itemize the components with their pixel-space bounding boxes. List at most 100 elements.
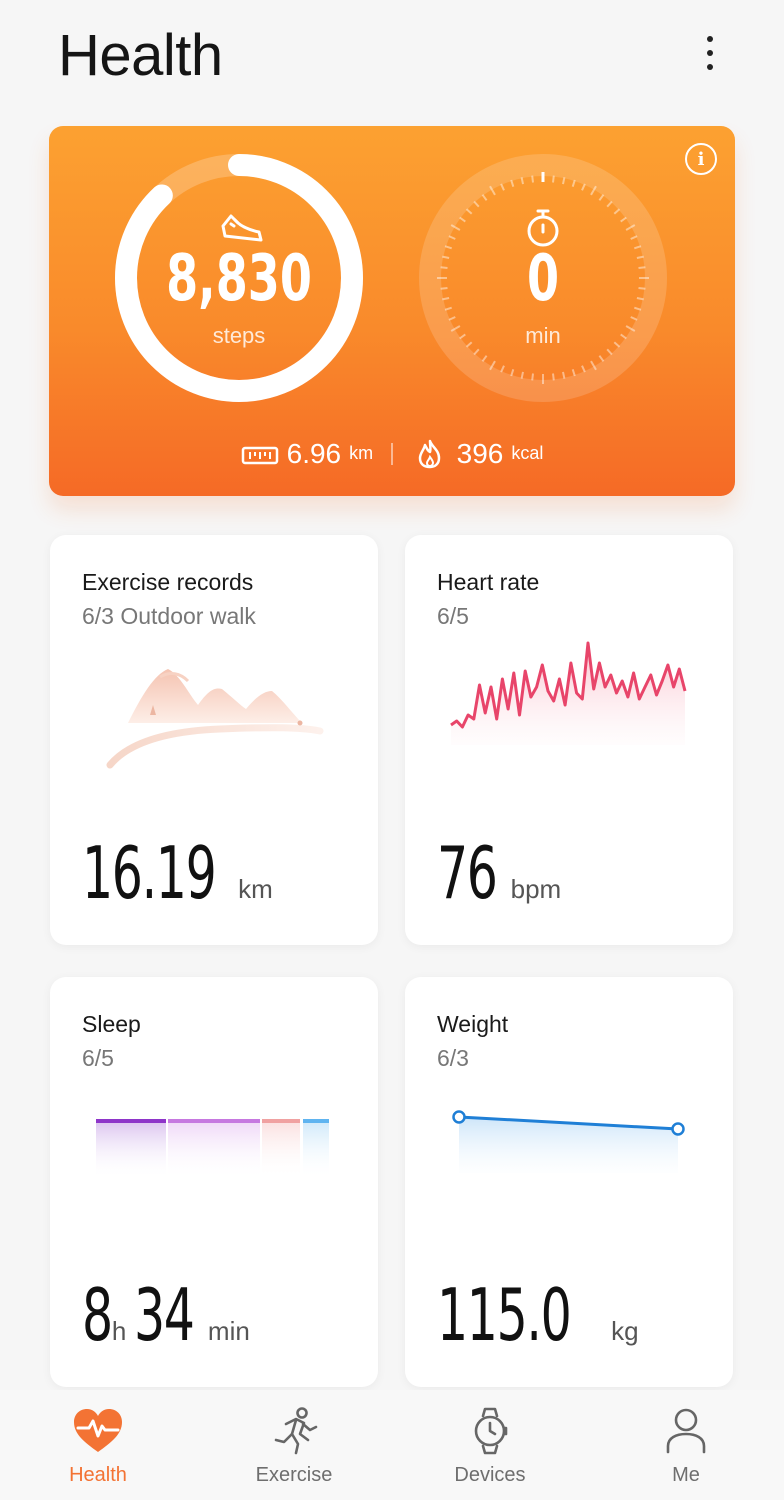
more-options-button[interactable]	[688, 24, 732, 82]
steps-value: 8,830	[166, 242, 312, 316]
exercise-tick	[440, 266, 448, 269]
exercise-tick	[606, 348, 613, 356]
sleep-hours-value: 8	[82, 1273, 113, 1357]
sleep-card[interactable]: Sleep 6/5 8 h 34 min	[50, 977, 378, 1387]
sleep-awake-segment	[303, 1119, 329, 1179]
exercise-tick	[531, 175, 534, 183]
tab-devices-label: Devices	[454, 1464, 526, 1486]
exercise-tick	[444, 306, 452, 311]
bottom-tab-bar: Health Exercise Devices Me	[0, 1390, 784, 1500]
heart-rate-title: Heart rate	[437, 569, 540, 595]
heart-pulse-icon	[74, 1409, 122, 1452]
exercise-tick	[581, 183, 586, 191]
exercise-tick	[448, 316, 456, 321]
mountain-illustration	[106, 669, 324, 769]
weight-point-start	[452, 1110, 466, 1124]
exercise-tick	[620, 333, 627, 340]
exercise-tick	[630, 316, 638, 321]
exercise-records-card[interactable]: Exercise records 6/3 Outdoor walk 16.19 …	[50, 535, 378, 945]
heart-rate-reading: 76 bpm	[437, 831, 561, 915]
tab-health[interactable]: Health	[0, 1390, 196, 1500]
exercise-distance-value: 16.19	[82, 831, 217, 915]
tab-health-label: Health	[69, 1464, 127, 1486]
exercise-tick	[636, 297, 644, 301]
info-icon[interactable]: i	[685, 143, 717, 175]
weight-card[interactable]: Weight 6/3 115.0 kg	[405, 977, 733, 1387]
ruler-icon	[241, 446, 278, 465]
exercise-tick	[625, 224, 636, 231]
exercise-tick	[571, 369, 576, 377]
distance-stat: 6.96 km	[241, 438, 374, 470]
sleep-deep-bar	[96, 1119, 166, 1123]
exercise-minutes-value: 0	[526, 242, 560, 316]
exercise-tick	[520, 177, 524, 185]
exercise-tick	[552, 373, 555, 381]
steps-unit: steps	[212, 323, 266, 348]
more-dot	[707, 36, 713, 42]
calories-value: 396	[456, 438, 504, 469]
tab-me-label: Me	[672, 1464, 700, 1486]
sleep-duration: 8 h 34 min	[82, 1273, 250, 1357]
exercise-tick	[634, 245, 642, 250]
flame-icon	[418, 439, 440, 469]
sleep-deep-segment	[96, 1119, 166, 1179]
exercise-tick	[562, 177, 566, 185]
tab-exercise[interactable]: Exercise	[196, 1390, 392, 1500]
exercise-distance: 16.19 km	[82, 831, 273, 915]
exercise-tick	[562, 371, 566, 379]
exercise-ring-ticks	[437, 172, 649, 384]
person-icon	[666, 1408, 706, 1454]
distance-value: 6.96	[286, 438, 342, 469]
sleep-rem-segment	[262, 1119, 300, 1179]
sleep-light-bar	[168, 1119, 260, 1123]
shoe-icon	[221, 214, 263, 242]
tab-devices[interactable]: Devices	[392, 1390, 588, 1500]
exercise-tick	[571, 179, 576, 187]
exercise-tick	[598, 355, 605, 362]
exercise-tick	[634, 306, 642, 311]
exercise-tick	[465, 208, 473, 215]
exercise-tick	[459, 216, 466, 223]
exercise-tick	[613, 208, 621, 215]
exercise-tick	[630, 235, 638, 240]
sleep-stage-bars	[96, 1119, 329, 1179]
exercise-tick	[459, 333, 466, 340]
heart-rate-line	[450, 641, 687, 729]
exercise-tick	[613, 341, 621, 348]
more-dot	[707, 50, 713, 56]
sleep-subtitle: 6/5	[82, 1045, 114, 1071]
page-title: Health	[58, 23, 223, 88]
heart-rate-value: 76	[437, 831, 498, 915]
more-dot	[707, 64, 713, 70]
sleep-rem-bar	[262, 1119, 300, 1123]
distance-unit: km	[349, 443, 374, 463]
exercise-tick	[473, 348, 480, 356]
exercise-tick	[590, 185, 597, 196]
exercise-tick	[450, 325, 461, 332]
heart-rate-card[interactable]: Heart rate 6/5 76 bpm	[405, 535, 733, 945]
tab-me[interactable]: Me	[588, 1390, 784, 1500]
exercise-tick	[625, 325, 636, 332]
activity-summary-card[interactable]: 8,830 steps 0 min i 6.96 km 396 kcal	[49, 126, 735, 496]
exercise-ring-track	[419, 154, 667, 402]
weight-reading: 115.0 kg	[437, 1273, 639, 1357]
exercise-records-subtitle: 6/3 Outdoor walk	[82, 603, 256, 629]
weight-trend-area	[459, 1117, 678, 1173]
exercise-tick	[606, 200, 613, 208]
weight-point-end	[671, 1122, 685, 1136]
exercise-tick	[489, 360, 496, 371]
exercise-tick	[510, 179, 515, 187]
heart-rate-unit: bpm	[510, 874, 562, 904]
exercise-tick	[581, 365, 586, 373]
sleep-title: Sleep	[82, 1011, 141, 1037]
calories-stat: 396 kcal	[411, 438, 543, 470]
activity-stats-row: 6.96 km 396 kcal	[49, 433, 735, 475]
stats-divider	[391, 443, 393, 465]
weight-unit: kg	[611, 1316, 639, 1346]
watch-icon	[474, 1407, 508, 1455]
exercise-tick	[500, 365, 505, 373]
sleep-minutes-unit: min	[207, 1316, 250, 1346]
sleep-light-segment	[168, 1119, 260, 1179]
sleep-minutes-value: 34	[134, 1273, 195, 1357]
exercise-tick	[531, 373, 534, 381]
